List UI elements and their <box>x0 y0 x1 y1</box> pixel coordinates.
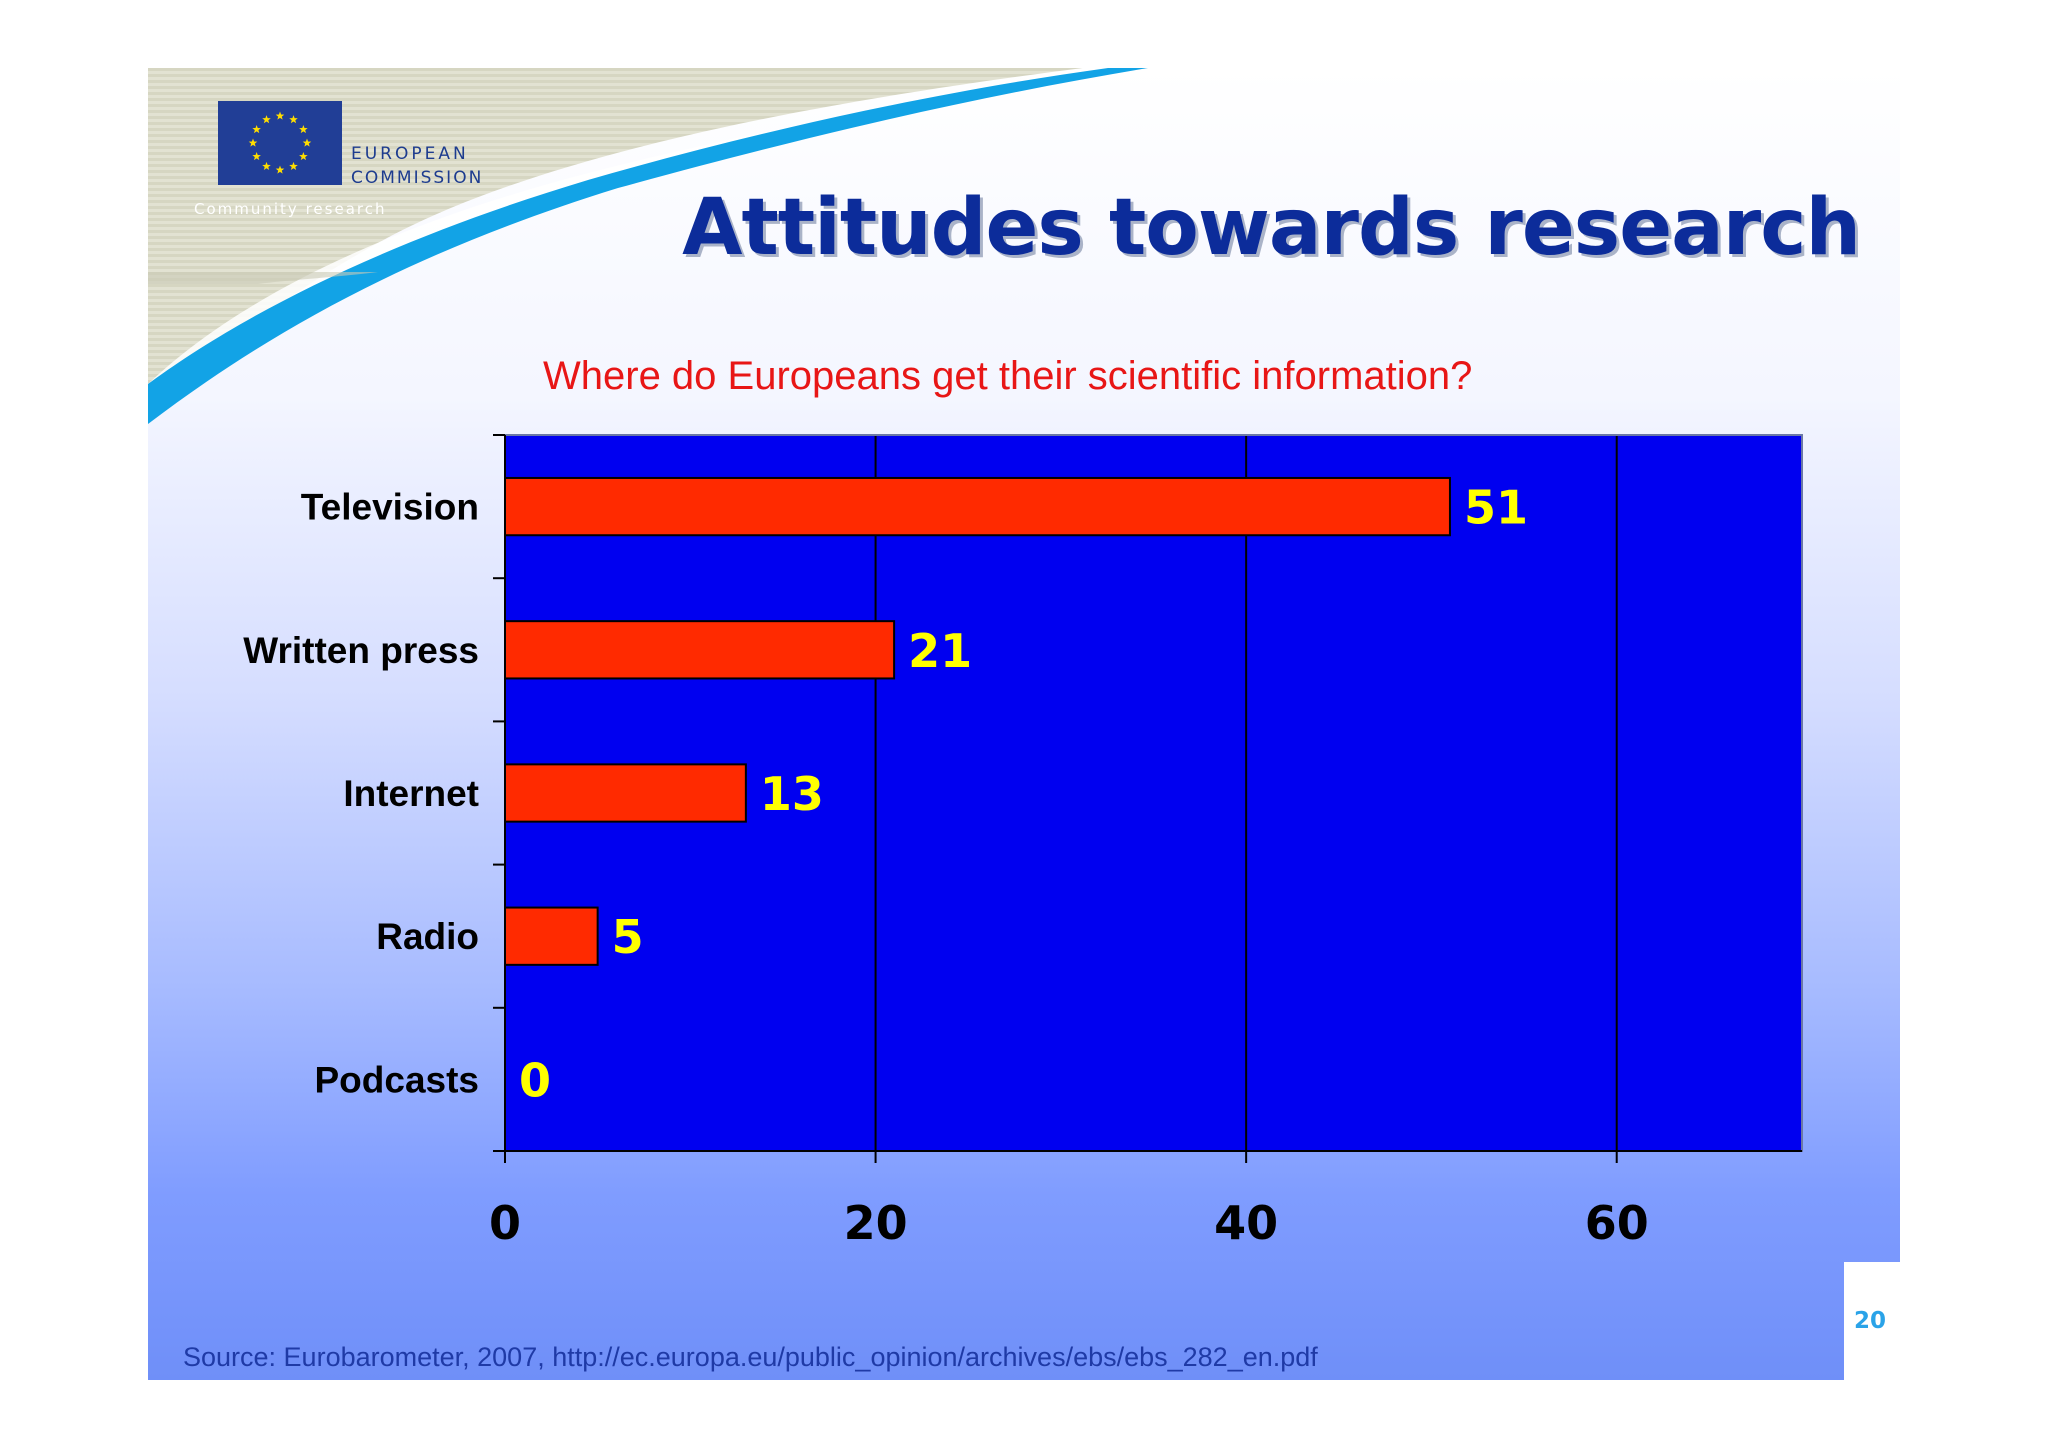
logo-text-european: EUROPEAN <box>351 144 469 164</box>
eu-star-icon <box>275 111 285 120</box>
data-label: 5 <box>612 910 644 964</box>
x-tick-label: 20 <box>844 1196 908 1250</box>
eu-star-icon <box>302 138 312 147</box>
eu-star-icon <box>252 125 261 134</box>
page-number: 20 <box>1854 1308 1887 1334</box>
logo-tagline: Community research <box>194 200 387 218</box>
category-label: Podcasts <box>314 1059 479 1100</box>
data-label: 0 <box>519 1053 551 1107</box>
category-label: Written press <box>243 630 479 671</box>
eu-star-icon <box>299 152 308 161</box>
eu-star-icon <box>262 115 271 124</box>
eu-star-icon <box>262 161 271 171</box>
logo-text-commission: COMMISSION <box>351 168 484 188</box>
x-tick-label: 40 <box>1214 1196 1278 1250</box>
axes <box>493 434 1803 1163</box>
page-corner <box>1844 1262 1900 1380</box>
eu-star-icon <box>248 138 258 147</box>
eu-star-icon <box>252 152 261 161</box>
category-label: Television <box>301 487 479 528</box>
bar <box>504 476 1451 537</box>
chart-title: Where do Europeans get their scientific … <box>543 354 1473 398</box>
data-label: 21 <box>908 624 972 678</box>
bar <box>504 906 599 966</box>
bar-chart: 0 20 40 60 Television 51 Written press 21 Intern… <box>243 434 1803 1250</box>
x-tick-label: 60 <box>1585 1196 1649 1250</box>
data-label: 13 <box>760 767 824 821</box>
bar <box>504 763 747 823</box>
gridlines <box>874 435 1618 1151</box>
eu-star-icon <box>289 115 298 124</box>
header-swoosh-decoration <box>148 68 1148 424</box>
data-label: 51 <box>1464 481 1528 535</box>
category-label: Radio <box>376 916 479 957</box>
source-note: Source: Eurobarometer, 2007, http://ec.e… <box>183 1342 1318 1372</box>
eu-star-icon <box>275 165 285 174</box>
category-label: Internet <box>343 773 479 814</box>
slide-title: Attitudes towards research <box>682 183 1861 273</box>
eu-star-icon <box>289 161 298 171</box>
labels: 0 20 40 60 Television 51 Written press 21 Intern… <box>243 481 1649 1250</box>
slide: EUROPEAN COMMISSION Community research A… <box>148 68 1900 1380</box>
x-tick-label: 0 <box>489 1196 521 1250</box>
eu-star-icon <box>299 125 308 134</box>
eu-flag-logo <box>218 101 342 185</box>
bars <box>504 476 1451 966</box>
bar <box>504 620 896 680</box>
